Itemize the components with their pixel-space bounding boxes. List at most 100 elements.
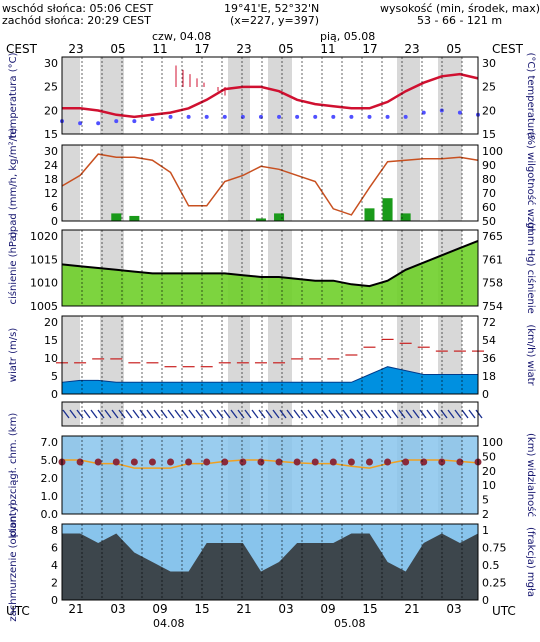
ytick-left: 8 <box>51 524 58 537</box>
ytick-left: 12 <box>44 187 58 200</box>
wind-arrow <box>377 409 385 419</box>
ytick-left: 5.0 <box>41 454 59 467</box>
ytick-left: 30 <box>44 57 58 70</box>
wind-arrow <box>181 409 189 419</box>
ytick-right: 30 <box>482 57 496 70</box>
wind-arrow <box>216 409 224 419</box>
precip-bar <box>111 213 122 221</box>
wind-arrow <box>412 409 420 419</box>
cloud-base-point <box>112 458 120 466</box>
dewpoint-point <box>349 114 354 119</box>
bottom-hour-label: 03 <box>278 602 293 616</box>
wind-arrow <box>328 409 336 419</box>
cloud-base-point <box>130 458 138 466</box>
dewpoint-point <box>114 119 119 124</box>
dewpoint-point <box>150 117 155 122</box>
humidity-line <box>61 153 479 216</box>
precip-bar <box>274 213 285 221</box>
night-band-0-5 <box>438 57 462 134</box>
cloud-base-point <box>365 458 373 466</box>
ylabel-right: (mm Hg) ciśnienie <box>525 222 537 314</box>
ytick-right: 761 <box>482 253 503 266</box>
cloud-base-point <box>239 458 247 466</box>
wind-arrow <box>349 409 357 419</box>
ylabel-left: pion. rozciągł. chm. (km) <box>8 413 19 538</box>
ytick-left: 1010 <box>30 277 58 290</box>
cloud-base-point <box>420 458 428 466</box>
dewpoint-point <box>186 114 191 119</box>
dewpoint-point <box>295 114 300 119</box>
ylabel-left: temperatura (°C) <box>8 52 19 138</box>
dewpoint-point <box>313 114 318 119</box>
wind-arrow <box>321 409 329 419</box>
ylabel-left: wiatr (m/s) <box>8 328 19 383</box>
ytick-left: 2.0 <box>41 472 59 485</box>
ytick-right: 36 <box>482 352 496 365</box>
top-hour-label: 05 <box>110 42 125 56</box>
dewpoint-point <box>204 114 209 119</box>
sunrise-text: wschód słońca: 05:06 CEST <box>2 2 154 15</box>
top-hour-label: 11 <box>152 42 167 56</box>
wind-arrow <box>419 409 427 419</box>
precip-bar <box>364 208 375 221</box>
wind-arrow <box>426 409 434 419</box>
bottom-hour-label: 09 <box>152 602 167 616</box>
night-band-0-2 <box>228 57 250 134</box>
night-band-1-0 <box>62 145 80 221</box>
cloud-base-point <box>347 458 355 466</box>
wind-arrow <box>447 409 455 419</box>
wind-arrow <box>279 409 287 419</box>
ytick-right: 25 <box>482 81 496 94</box>
top-hour-label: 05 <box>278 42 293 56</box>
wind-arrow <box>405 409 413 419</box>
top-date-1: czw, 04.08 <box>152 30 212 43</box>
wind-arrow <box>202 409 210 419</box>
temperature-line <box>62 72 479 119</box>
top-tz-left: CEST <box>6 42 37 56</box>
ytick-right: 20 <box>482 465 496 478</box>
wind-arrow <box>76 409 84 419</box>
night-band-1-4 <box>397 145 420 221</box>
ytick-left: 1.0 <box>41 490 59 503</box>
bottom-hour-label: 21 <box>404 602 419 616</box>
ytick-right: 15 <box>482 128 496 141</box>
ytick-left: 6 <box>51 201 58 214</box>
cloud-base-point <box>311 458 319 466</box>
night-band-1-3 <box>268 145 292 221</box>
ylabel-right: (frakcja) mgła <box>525 527 536 597</box>
ytick-right: 0.5 <box>482 559 500 572</box>
wind-arrow <box>286 409 294 419</box>
bottom-hour-label: 09 <box>320 602 335 616</box>
bottom-hour-label: 21 <box>236 602 251 616</box>
dewpoint-point <box>331 114 336 119</box>
wind-arrow <box>69 409 77 419</box>
ytick-right: 20 <box>482 104 496 117</box>
precip-bar <box>400 213 411 221</box>
dewpoint-point <box>403 114 408 119</box>
ytick-left: 20 <box>44 104 58 117</box>
wind-arrow <box>363 409 371 419</box>
ytick-right: 90 <box>482 159 496 172</box>
ytick-right: 72 <box>482 316 496 329</box>
ytick-right: 765 <box>482 230 503 243</box>
wind-arrow <box>475 409 483 419</box>
ytick-left: 7.0 <box>41 436 59 449</box>
wind-arrow <box>209 409 217 419</box>
ytick-right: 754 <box>482 300 503 313</box>
dewpoint-point <box>168 114 173 119</box>
ylabel-left: opad (mm/h, kg/m²/h) <box>8 128 19 239</box>
night-band-0-0 <box>62 57 80 134</box>
cloud-base-point <box>203 458 211 466</box>
panel-frame-5 <box>61 435 479 515</box>
pressure-area <box>62 240 478 306</box>
wind-arrow <box>139 409 147 419</box>
cloud-base-point <box>257 458 265 466</box>
ytick-left: 1015 <box>30 253 58 266</box>
dewpoint-point <box>222 114 227 119</box>
cloud-base-point <box>167 458 175 466</box>
cloud-base-point <box>384 458 392 466</box>
ytick-left: 1020 <box>30 230 58 243</box>
altitude-label: wysokość (min, środek, max) <box>380 2 540 15</box>
